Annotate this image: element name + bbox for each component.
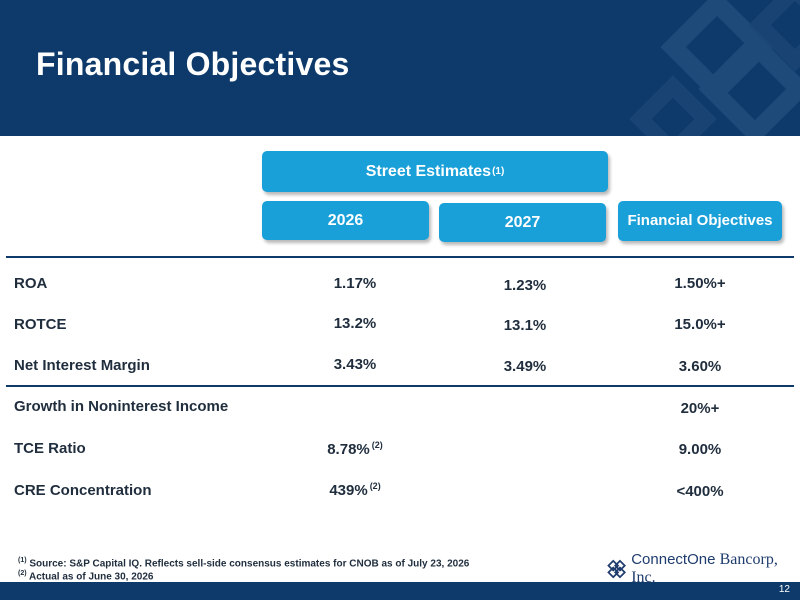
financial-objectives-header: Financial Objectives <box>618 201 782 241</box>
row-label-roa: ROA <box>14 275 48 292</box>
tce-footnote-marker: (2) <box>371 440 383 450</box>
roa-2026-value: 1.17% <box>333 275 377 292</box>
diamond-lattice-icon <box>607 559 626 579</box>
roa-2027-value: 1.23% <box>503 277 547 294</box>
cre-objective-value: <400% <box>676 483 724 500</box>
rotce-2027-value: 13.1% <box>503 317 547 334</box>
nim-2027-value: 3.49% <box>503 358 547 375</box>
nim-2026-value: 3.43% <box>333 356 377 373</box>
footnote-2-marker: (2) <box>18 570 27 577</box>
row-label-tce-ratio: TCE Ratio <box>14 440 86 457</box>
slide-header: Financial Objectives <box>0 0 800 136</box>
diamond-pattern-icon <box>629 0 800 136</box>
company-logo: ConnectOne Bancorp, Inc. <box>606 551 800 587</box>
tce-2026-number: 8.78% <box>327 441 370 458</box>
street-estimates-header: Street Estimates (1) <box>262 151 608 192</box>
page-number: 12 <box>778 584 790 595</box>
footer-bar: 12 <box>0 582 800 600</box>
roa-objective-value: 1.50%+ <box>674 275 726 292</box>
year-2026-header: 2026 <box>262 201 429 240</box>
year-2027-header: 2027 <box>439 203 606 242</box>
tce-objective-value: 9.00% <box>678 441 722 458</box>
table-mid-divider <box>6 385 794 387</box>
footnote-1-text: Source: S&P Capital IQ. Reflects sell-si… <box>29 558 470 570</box>
company-name: ConnectOne Bancorp, Inc. <box>631 551 800 587</box>
cre-2026-number: 439% <box>329 482 368 499</box>
tce-2026-value: 8.78% (2) <box>300 440 410 458</box>
nim-objective-value: 3.60% <box>678 358 722 375</box>
rotce-objective-value: 15.0%+ <box>674 316 726 333</box>
footnote-2: (2) Actual as of June 30, 2026 <box>18 570 154 582</box>
row-label-noninterest-income-growth: Growth in Noninterest Income <box>14 398 229 415</box>
row-label-rotce: ROTCE <box>14 316 67 333</box>
street-estimates-footnote-marker: (1) <box>492 166 505 177</box>
footnote-1-marker: (1) <box>18 557 27 564</box>
row-label-net-interest-margin: Net Interest Margin <box>14 357 150 374</box>
table-top-divider <box>6 256 794 258</box>
street-estimates-label: Street Estimates <box>365 162 492 180</box>
footnote-1: (1) Source: S&P Capital IQ. Reflects sel… <box>18 557 469 569</box>
rotce-2026-value: 13.2% <box>333 315 377 332</box>
row-label-cre-concentration: CRE Concentration <box>14 482 152 499</box>
footnote-2-text: Actual as of June 30, 2026 <box>28 571 154 583</box>
page-title: Financial Objectives <box>36 46 350 82</box>
cre-footnote-marker: (2) <box>369 481 381 491</box>
company-name-part2: Bancorp, Inc. <box>631 551 778 586</box>
cre-2026-value: 439% (2) <box>300 481 410 499</box>
noninterest-growth-objective-value: 20%+ <box>680 400 720 417</box>
company-name-part1: ConnectOne <box>631 551 716 568</box>
